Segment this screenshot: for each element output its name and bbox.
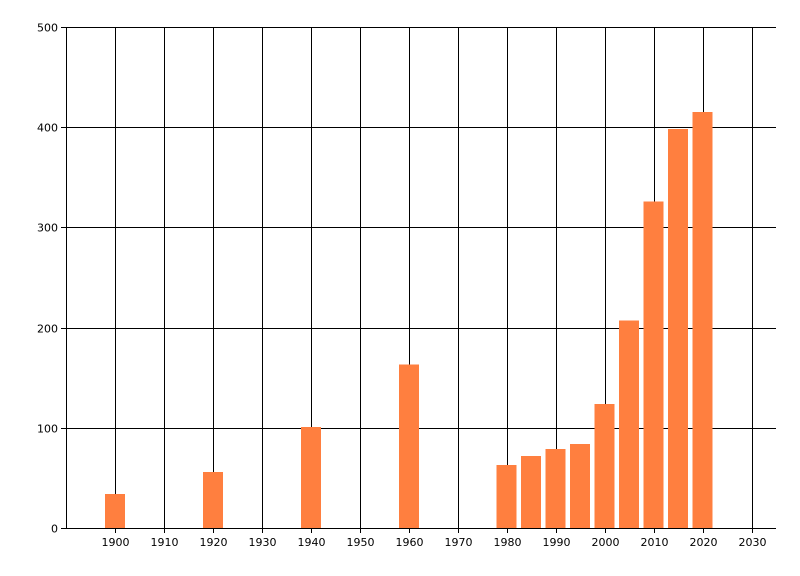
x-tick-label: 1970 [445,536,473,549]
x-tick-label: 2030 [739,536,767,549]
axes [61,27,776,533]
bar-1940 [300,426,321,528]
y-tick-label: 300 [37,222,58,235]
tick-labels: 0 100 200 300 400 500 1900 1910 1920 1930 1940 1950… [37,22,767,550]
bar-1960 [398,364,419,528]
x-tick-label: 1980 [494,536,522,549]
bar-1985 [521,455,542,528]
x-tick-label: 1910 [151,536,179,549]
bar-1995 [570,443,591,528]
x-tick-label: 1990 [543,536,571,549]
bar-2020 [692,112,713,528]
bar-2005 [619,320,640,528]
x-tick-label: 1930 [249,536,277,549]
x-tick-label: 1900 [102,536,130,549]
y-tick-label: 100 [37,423,58,436]
bar-2010 [643,201,664,529]
bar-1920 [202,471,223,528]
x-tick-label: 1920 [200,536,228,549]
bar-1900 [105,493,125,528]
x-tick-label: 1950 [347,536,375,549]
x-tick-label: 1940 [298,536,326,549]
x-tick-label: 1960 [396,536,424,549]
bar-1980 [496,464,517,528]
bar-2000 [594,403,615,528]
x-tick-label: 2010 [641,536,669,549]
bar-2015 [668,129,689,528]
y-tick-label: 400 [37,122,58,135]
bar-1990 [545,448,566,528]
y-tick-label: 500 [37,22,58,35]
x-tick-label: 2000 [592,536,620,549]
x-tick-label: 2020 [690,536,718,549]
y-tick-label: 0 [51,523,58,536]
bars [105,112,713,529]
y-tick-label: 200 [37,323,58,336]
